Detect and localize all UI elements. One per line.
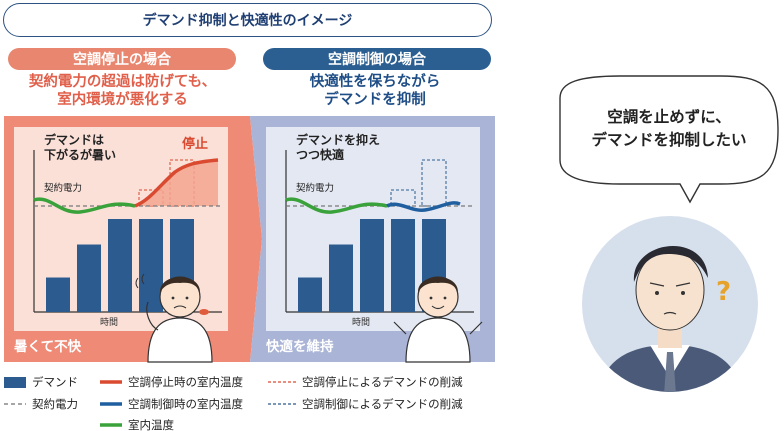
speech-bubble-text: 空調を止めずに、 デマンドを抑制したい — [591, 108, 747, 149]
stop-time-label: 時間 — [100, 318, 119, 328]
control-panel-caption: デマンドを抑え つつ快適 — [296, 133, 381, 162]
stop-label: 停止 — [182, 137, 209, 152]
stop-demand-bar-3 — [108, 219, 132, 312]
stop-room-temp-line — [33, 197, 136, 214]
control-demand-bar-2 — [329, 244, 353, 312]
control-room-temp-line — [285, 197, 388, 214]
legend-contract: 契約電力 — [32, 397, 78, 411]
stop-case-subtitle: 契約電力の超過は防げても、 室内環境が悪化する — [28, 74, 217, 108]
control-bottom-label: 快適を維持 — [266, 339, 334, 355]
control-demand-bar-3 — [360, 219, 384, 312]
hot-person-illustration — [135, 273, 213, 363]
control-temp-line — [386, 201, 461, 212]
stop-panel-caption: デマンドは 下がるが暑い — [44, 133, 117, 162]
page-title: デマンド抑制と快適性のイメージ — [3, 3, 492, 37]
control-case-pill: 空調制御の場合 — [263, 48, 491, 70]
stop-temp-line — [134, 158, 219, 208]
stop-demand-bar-1 — [46, 277, 70, 312]
control-time-label: 時間 — [352, 318, 371, 328]
question-mark-icon: ? — [716, 277, 731, 307]
stop-bottom-label: 暑くて不快 — [14, 339, 82, 355]
stop-contract-label: 契約電力 — [44, 183, 83, 194]
legend-stop-temp: 空調停止時の室内温度 — [128, 375, 243, 389]
control-contract-label: 契約電力 — [296, 183, 335, 194]
control-demand-bar-4 — [391, 219, 415, 312]
legend-control-temp: 空調制御時の室内温度 — [128, 397, 243, 411]
legend-demand: デマンド — [32, 375, 78, 389]
comfortable-person-illustration — [393, 276, 483, 363]
stop-demand-bars — [46, 219, 194, 312]
legend-control-reduction: 空調制御によるデマンドの削減 — [302, 397, 463, 411]
legend-demand-swatch — [4, 377, 26, 388]
stop-case-pill: 空調停止の場合 — [8, 48, 236, 70]
legend-room-temp: 室内温度 — [128, 418, 174, 431]
speech-bubble — [559, 75, 779, 204]
control-case-subtitle: 快適性を保ちながら デマンドを抑制 — [309, 74, 441, 108]
control-demand-bar-1 — [298, 277, 322, 312]
stop-demand-bar-2 — [77, 244, 101, 312]
legend-stop-reduction: 空調停止によるデマンドの削減 — [302, 375, 463, 389]
stop-heat-area — [135, 160, 218, 206]
worried-man-avatar: ? — [582, 216, 758, 392]
stop-demand-bar-4 — [139, 219, 163, 312]
